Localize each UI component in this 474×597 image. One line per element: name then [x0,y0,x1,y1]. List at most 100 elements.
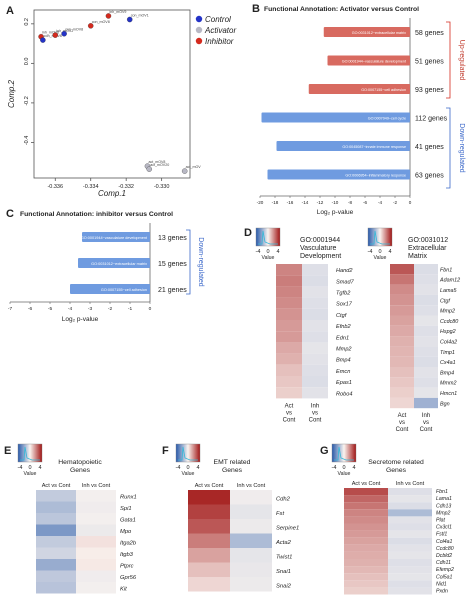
heatmap-cell [388,516,432,524]
column-label: Act [398,413,407,419]
gene-label: Epas1 [336,380,352,386]
heatmap-cell [344,502,388,510]
gene-label: Smad7 [336,279,355,285]
point-label: act_mOV20 [150,163,169,167]
heatmap-cell [414,346,438,357]
heatmap-cell [188,519,230,534]
gene-count-label: 13 genes [158,235,187,242]
heatmap-cell [388,573,432,581]
y-tick-label: 0.0 [24,58,30,66]
legend-marker [195,15,203,23]
panel-d: D -4 0 4 Value -4 0 4 Value GO:0001944 Vasculature… [240,222,474,462]
gene-label: Cx4a1 [440,360,456,366]
gene-label: Serpine1 [276,525,299,531]
gene-label: Snai1 [276,569,291,575]
gene-label: Gpr56 [120,575,137,581]
heatmap-cell [276,353,302,365]
gene-label: Spi1 [120,506,132,512]
column-label: Cont [420,427,433,433]
heatmap-cell [344,559,388,567]
gene-label: Col5a1 [436,574,453,580]
bar [78,258,150,268]
gene-label: Cdh2 [276,496,291,502]
heatmap-cell [188,577,230,592]
legend-marker [195,26,203,34]
x-tick-label: -5 [48,306,53,312]
heatmap-cell [276,286,302,298]
color-scale-tick: -4 [256,249,261,255]
gene-label: Cdh13 [436,503,451,509]
chart-title: Functional Annotation: inhibitor versus … [20,211,173,218]
x-tick-label: -12 [317,200,324,205]
heatmap-cell [414,305,438,316]
heatmap-cell [188,490,230,505]
panel-letter: E [4,445,11,457]
heatmap-title: Genes [70,467,91,474]
x-tick-label: -4 [68,306,73,312]
heatmap-cell [414,294,438,306]
heatmap-cell [188,548,230,563]
heatmap-cell [388,537,432,545]
heatmap-cell [344,523,388,531]
heatmap-cell [76,501,116,513]
heatmap-cell [188,562,230,577]
heatmap-cell [390,336,414,347]
inhibitor-annotation-chart: C Functional Annotation: inhibitor versus… [6,208,204,323]
heatmap-cell [344,509,388,517]
activator-annotation-chart: B Functional Annotation: Activator versus… [252,3,465,216]
heatmap-cell [76,547,116,559]
heatmap-cell [302,353,328,365]
bar-label: GO:0031012~extracellular matrix [91,262,147,266]
heatmap-title: GO:0001944 [300,237,340,244]
gene-label: Fst [276,511,284,517]
heatmap-cell [390,377,414,388]
column-label: Inh vs Cont [237,483,266,489]
gene-label: Bmp4 [440,370,454,376]
gene-label: Sox17 [336,302,353,308]
heatmap-cell [344,544,388,552]
panel-letter: C [6,208,14,220]
heatmap-cell [276,275,302,287]
heatmap-cell [302,387,328,399]
heatmap-title: Extracellular [408,245,447,252]
gene-count-label: 21 genes [158,287,187,294]
data-point [61,30,67,37]
legend-label: Control [205,15,231,24]
gene-label: Col4a1 [436,539,453,545]
gene-count-label: 51 genes [415,59,444,66]
color-scale-tick: 0 [28,465,31,471]
heatmap-cell [76,559,116,571]
gene-label: Ccdc80 [440,319,458,325]
heatmap-cell [388,580,432,588]
gene-label: Twist1 [276,554,292,560]
heatmap-cell [302,376,328,388]
point-label: con_mOV1 [131,13,149,17]
color-scale-tick: 4 [276,249,279,255]
heatmap-cell [388,544,432,552]
heatmap-cell [276,387,302,399]
y-tick-label: -0.4 [24,136,30,145]
heatmap-cell [388,566,432,574]
color-scale-label: Value [374,255,387,261]
gene-count-label: 41 genes [415,144,444,151]
x-tick-label: -8 [348,200,353,205]
gene-label: Fbn1 [436,489,448,495]
gene-label: Fbn1 [440,267,452,273]
heatmap-cell [230,490,272,505]
heatmap-title: Vasculature [300,245,337,252]
panel-e: E -4 0 4 Value Hematopoietic Genes Act vs Cont I… [0,440,158,597]
x-tick-label: -10 [332,200,339,205]
heatmap-cell [344,488,388,496]
color-scale-histogram [370,230,390,245]
color-scale-tick: -4 [368,249,373,255]
heatmap-cell [344,516,388,524]
heatmap-cell [36,490,76,502]
column-label: Cont [283,417,296,423]
x-tick-label: -0.336 [47,184,63,190]
column-label: Act vs Cont [352,481,381,487]
heatmap-cell [302,286,328,298]
color-scale-tick: -4 [176,465,181,471]
heatmap-cell [390,367,414,378]
column-label: Inh vs Cont [82,483,111,489]
heatmap-cell [230,519,272,534]
